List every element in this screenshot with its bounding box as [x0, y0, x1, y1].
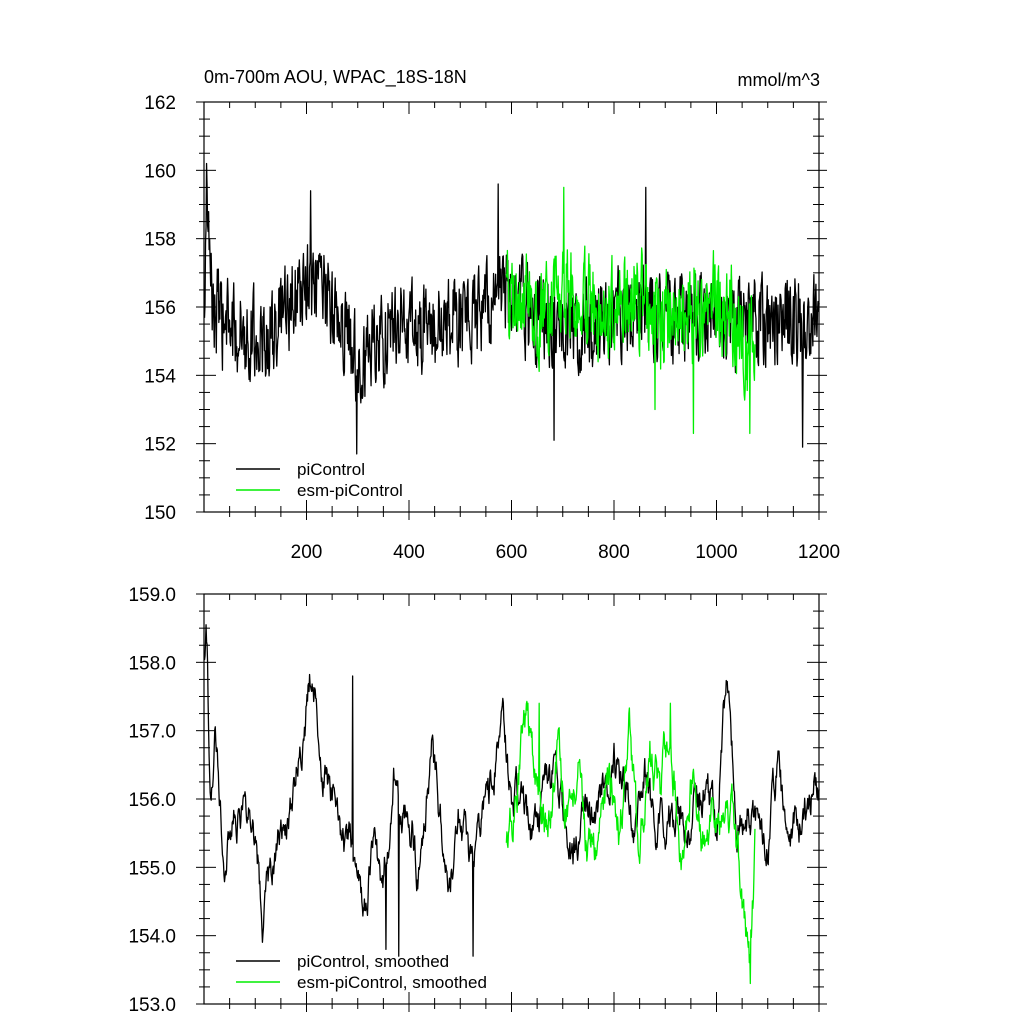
x-tick-label: 400: [393, 542, 425, 563]
y-tick-label: 162: [144, 93, 176, 114]
chart-title-left: 0m-700m AOU, WPAC_18S-18N: [204, 67, 467, 88]
y-tick-label: 160: [144, 161, 176, 182]
series-line-esm-picontrol: [505, 186, 756, 435]
legend-label-esm-picontrol-smoothed: esm-piControl, smoothed: [297, 973, 487, 992]
y-tick-label: 158.0: [128, 653, 176, 674]
series-line-picontrol-smoothed: [203, 624, 820, 957]
y-tick-label: 156: [144, 298, 176, 319]
x-tick-label: 1000: [695, 542, 737, 563]
legend-label-esm-picontrol: esm-piControl: [297, 481, 403, 500]
legend-label-picontrol: piControl: [297, 460, 365, 479]
top-legend: piControl esm-piControl: [236, 460, 403, 500]
bottom-panel: 153.0 154.0 155.0 156.0 157.0 158.0 159.0 piCo…: [128, 585, 827, 1016]
x-tick-label: 200: [291, 542, 323, 563]
x-tick-label: 1200: [798, 542, 840, 563]
series-line-esm-picontrol-smoothed: [505, 700, 756, 985]
legend-label-picontrol-smoothed: piControl, smoothed: [297, 952, 449, 971]
y-tick-label: 155.0: [128, 858, 176, 879]
y-tick-label: 154.0: [128, 927, 176, 948]
y-tick-label: 158: [144, 230, 176, 251]
x-tick-label: 800: [598, 542, 630, 563]
x-tick-label: 600: [496, 542, 528, 563]
y-tick-label: 156.0: [128, 790, 176, 811]
chart-title-right: mmol/m^3: [738, 70, 820, 90]
y-tick-label: 154: [144, 366, 176, 387]
y-tick-label: 153.0: [128, 995, 176, 1016]
bottom-legend: piControl, smoothed esm-piControl, smoot…: [236, 952, 487, 992]
y-tick-label: 152: [144, 435, 176, 456]
top-panel: 0m-700m AOU, WPAC_18S-18N mmol/m^3 200 40…: [144, 67, 840, 563]
y-tick-label: 159.0: [128, 585, 176, 606]
y-tick-label: 150: [144, 503, 176, 524]
y-tick-label: 157.0: [128, 722, 176, 743]
